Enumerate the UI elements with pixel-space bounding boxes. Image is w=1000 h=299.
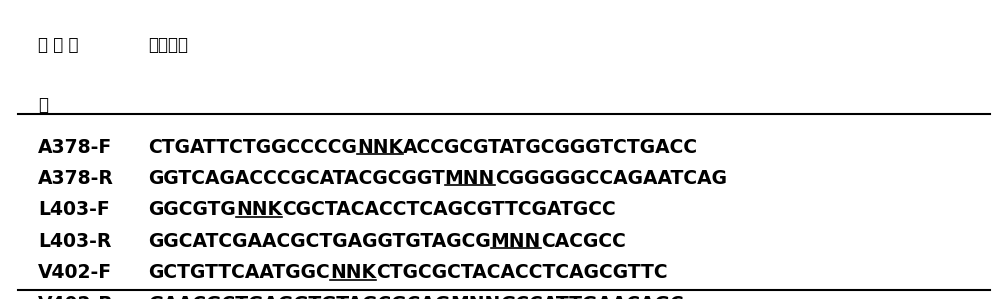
Text: 引 物 名: 引 物 名 [38,36,78,54]
Text: L403-R: L403-R [38,232,111,251]
Text: V402-R: V402-R [38,295,114,299]
Text: MNN: MNN [491,232,541,251]
Text: GAACGCTGAGGTGTAGCGCAG: GAACGCTGAGGTGTAGCGCAG [148,295,450,299]
Text: NNK: NNK [357,138,403,157]
Text: CGGGGGCCAGAATCAG: CGGGGGCCAGAATCAG [495,169,727,188]
Text: A378-F: A378-F [38,138,112,157]
Text: NNK: NNK [330,263,376,282]
Text: V402-F: V402-F [38,263,112,282]
Text: GCTGTTCAATGGC: GCTGTTCAATGGC [148,263,330,282]
Text: GCCATTGAACAGC: GCCATTGAACAGC [500,295,684,299]
Text: GGTCAGACCCGCATACGCGGT: GGTCAGACCCGCATACGCGGT [148,169,445,188]
Text: CTGCGCTACACCTCAGCGTTC: CTGCGCTACACCTCAGCGTTC [376,263,667,282]
Text: 称: 称 [38,96,48,114]
Text: L403-F: L403-F [38,200,110,219]
Text: CACGCC: CACGCC [541,232,626,251]
Text: GGCGTG: GGCGTG [148,200,236,219]
Text: CTGATTCTGGCCCCG: CTGATTCTGGCCCCG [148,138,357,157]
Text: NNK: NNK [236,200,282,219]
Text: MNN: MNN [450,295,501,299]
Text: A378-R: A378-R [38,169,114,188]
Text: MNN: MNN [445,169,495,188]
Text: GGCATCGAACGCTGAGGTGTAGCG: GGCATCGAACGCTGAGGTGTAGCG [148,232,491,251]
Text: CGCTACACCTCAGCGTTCGATGCC: CGCTACACCTCAGCGTTCGATGCC [282,200,616,219]
Text: 引物序列: 引物序列 [148,36,188,54]
Text: ACCGCGTATGCGGGTCTGACC: ACCGCGTATGCGGGTCTGACC [403,138,698,157]
